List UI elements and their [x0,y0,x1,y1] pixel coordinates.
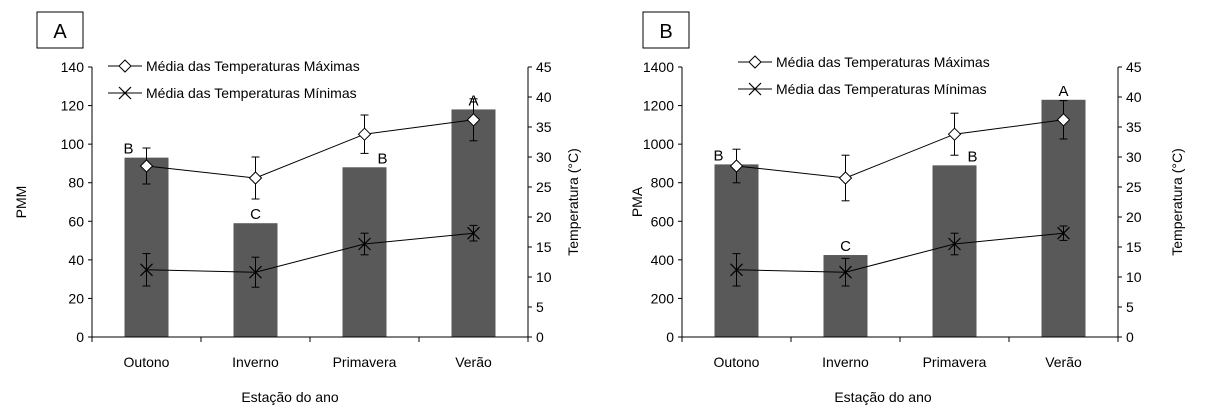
x-axis-title: Estação do ano [241,389,339,405]
panel-label: A [53,21,67,43]
bar-significance-letter: C [250,206,261,223]
y-tick-label: 60 [68,213,84,229]
y2-tick-label: 40 [536,89,552,105]
y-tick-label: 20 [68,290,84,306]
series-line [736,119,1064,179]
y2-tick-label: 0 [536,329,544,345]
series-line [146,232,474,273]
y-tick-label: 0 [666,329,674,345]
y-axis-title: PMM [13,186,29,219]
y-tick-label: 100 [61,136,85,152]
series-line [146,119,474,179]
y2-tick-label: 25 [1126,179,1142,195]
marker-diamond [466,113,481,127]
y2-tick-label: 5 [1126,299,1134,315]
marker-x [1057,226,1070,240]
marker-x [730,263,743,277]
y2-tick-label: 35 [1126,119,1142,135]
chart-panel-b: B B C B A 0 200 400 600 800 1000 1200 1400 0 5 10 15 20 25… [629,11,1185,405]
marker-diamond [729,159,744,173]
bar-significance-letter: B [713,147,723,164]
y-tick-label: 1400 [643,59,674,75]
y2-tick-label: 20 [1126,209,1142,225]
bar-significance-letter: B [123,141,133,158]
x-tick-label: Verão [1045,354,1082,370]
y2-tick-label: 5 [536,299,544,315]
y-tick-label: 120 [61,98,85,114]
y-tick-label: 1000 [643,136,674,152]
y2-tick-label: 15 [536,239,552,255]
y-tick-label: 140 [61,59,85,75]
marker-x [839,265,852,279]
bar [714,164,759,337]
marker-x [249,265,262,279]
y-axis-title: PMA [629,186,645,217]
bar [451,109,496,337]
bar-significance-letter: C [840,238,851,255]
marker-x [467,226,480,240]
chart-panel-a: ABCBA02040608010012014005101520253035404… [13,11,581,405]
y2-tick-label: 40 [1126,89,1142,105]
marker-diamond [118,59,132,73]
legend-label: Média das Temperaturas Máximas [776,54,990,70]
x-tick-label: Verão [455,354,492,370]
y2-tick-label: 15 [1126,239,1142,255]
y2-axis-title: Temperatura (°C) [565,148,581,256]
marker-x [140,263,153,277]
y2-tick-label: 10 [1126,269,1142,285]
y-tick-label: 200 [651,290,675,306]
y2-tick-label: 10 [536,269,552,285]
x-tick-label: Inverno [822,354,869,370]
y2-tick-label: 30 [536,149,552,165]
marker-diamond [748,55,762,69]
marker-x [748,82,762,96]
legend-label: Média das Temperaturas Mínimas [146,85,357,101]
series-line [736,232,1064,273]
y-tick-label: 40 [68,252,84,268]
marker-diamond [357,127,372,141]
x-tick-label: Primavera [923,354,987,370]
marker-x [948,237,961,251]
y2-tick-label: 25 [536,179,552,195]
y2-axis-title: Temperatura (°C) [1169,148,1185,256]
marker-diamond [1056,113,1071,127]
bar [124,157,169,337]
x-axis-title: Estação do ano [834,389,932,405]
panel-label-box [642,11,690,49]
y-tick-label: 800 [651,175,675,191]
bar-significance-letter: A [1058,83,1068,100]
y2-tick-label: 35 [536,119,552,135]
y-tick-label: 80 [68,175,84,191]
y-tick-label: 400 [651,252,675,268]
x-tick-label: Primavera [333,354,397,370]
marker-diamond [947,127,962,141]
y-tick-label: 0 [76,329,84,345]
y-tick-label: 1200 [643,98,674,114]
panel-label-box [36,11,84,49]
x-tick-label: Inverno [232,354,279,370]
x-tick-label: Outono [124,354,170,370]
x-tick-label: Outono [714,354,760,370]
y2-tick-label: 0 [1126,329,1134,345]
bar-significance-letter: B [967,148,977,165]
marker-diamond [139,159,154,173]
y2-tick-label: 30 [1126,149,1142,165]
panel-label: B [659,21,672,43]
legend-label: Média das Temperaturas Mínimas [776,81,987,97]
marker-x [118,86,132,100]
legend-label: Média das Temperaturas Máximas [146,58,360,74]
y2-tick-label: 45 [536,59,552,75]
bar-significance-letter: B [377,150,387,167]
marker-diamond [248,171,263,185]
y-tick-label: 600 [651,213,675,229]
marker-diamond [838,171,853,185]
y2-tick-label: 45 [1126,59,1142,75]
y2-tick-label: 20 [536,209,552,225]
marker-x [358,237,371,251]
